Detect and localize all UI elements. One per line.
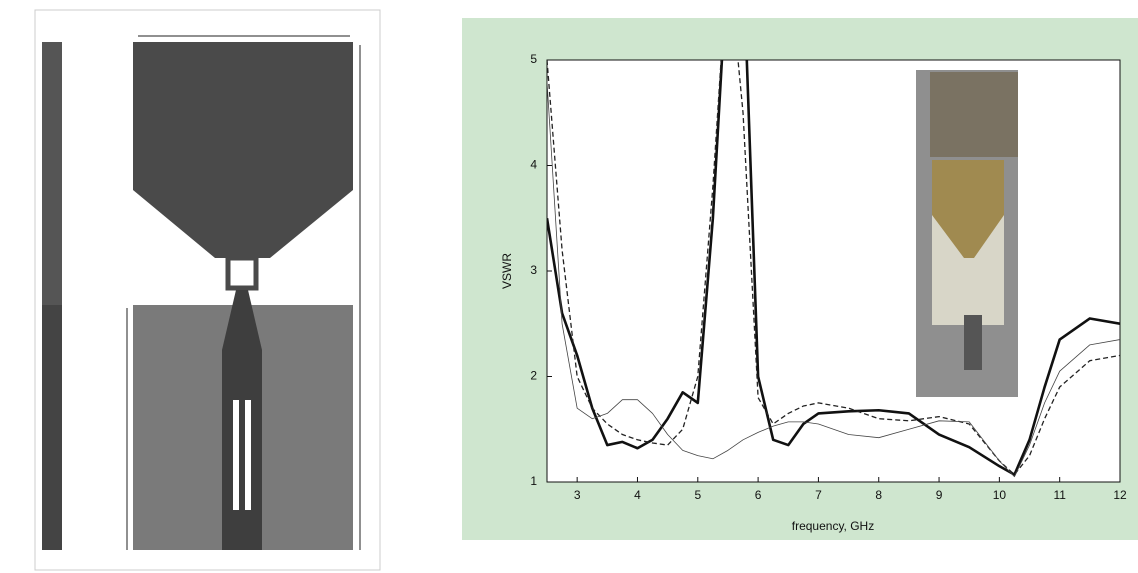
x-tick-label: 5: [694, 488, 701, 502]
radiator: [133, 42, 353, 258]
x-tick-label: 4: [634, 488, 641, 502]
connector: [964, 315, 982, 370]
x-tick-label: 12: [1113, 488, 1127, 502]
x-tick-label: 6: [755, 488, 762, 502]
stub: [225, 255, 259, 291]
x-tick-label: 7: [815, 488, 822, 502]
slot-left: [233, 400, 239, 510]
ruler: [930, 72, 1018, 157]
x-axis-label: frequency, GHz: [792, 519, 874, 533]
y-tick-label: 5: [530, 52, 537, 66]
series-line: [547, 60, 1120, 476]
x-tick-label: 9: [936, 488, 943, 502]
x-tick-label: 8: [875, 488, 882, 502]
y-tick-label: 3: [530, 263, 537, 277]
y-tick-label: 1: [530, 474, 537, 488]
plot-area: [547, 60, 1120, 482]
x-tick-label: 11: [1053, 488, 1066, 502]
x-tick-label: 3: [574, 488, 581, 502]
y-tick-label: 2: [530, 369, 537, 383]
side-view-bottom: [42, 305, 62, 550]
photo-radiator: [932, 160, 1004, 258]
slot-right: [245, 400, 251, 510]
inset-photo: [916, 70, 1018, 397]
y-tick-label: 4: [530, 158, 537, 172]
series-line: [547, 81, 1120, 478]
feed-line: [222, 290, 262, 550]
x-tick-label: 10: [993, 488, 1007, 502]
y-axis-label: VSWR: [500, 253, 514, 289]
antenna-diagram: [34, 9, 381, 571]
series-line: [547, 60, 1120, 476]
